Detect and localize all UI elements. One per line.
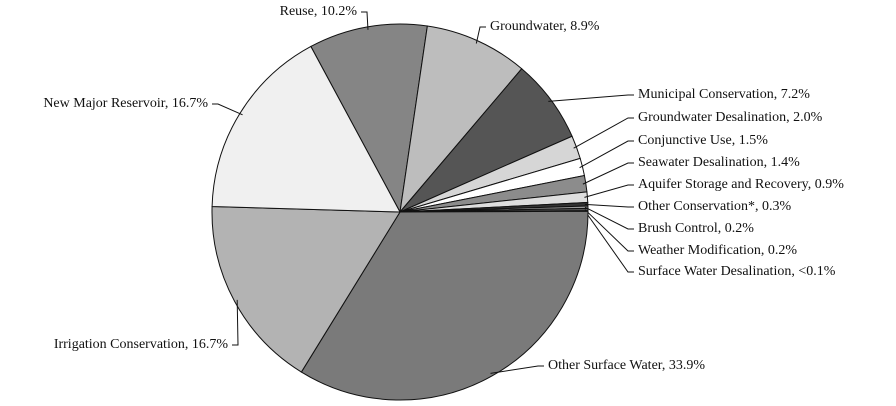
slice-label: Groundwater, 8.9% [490,19,600,34]
slice-label: Municipal Conservation, 7.2% [638,87,810,102]
leader-line [584,210,634,273]
leader-line [232,299,239,346]
slice-label: Reuse, 10.2% [280,4,358,19]
leader-line [212,103,243,116]
leader-line [548,94,634,102]
leader-line [475,26,486,44]
slice-label: Other Surface Water, 33.9% [548,358,705,373]
slice-label: Weather Modification, 0.2% [638,243,797,258]
slice-label: Aquifer Storage and Recovery, 0.9% [638,177,844,192]
leader-line [584,209,634,252]
leader-line [361,11,369,30]
slice-label: New Major Reservoir, 16.7% [43,96,208,111]
leader-line [573,117,634,149]
pie-slice [300,210,589,401]
pie-slice [211,206,401,373]
leader-line [582,162,634,185]
slice-label: Groundwater Desalination, 2.0% [638,110,823,125]
slice-label: Surface Water Desalination, <0.1% [638,264,836,279]
leader-line [584,203,634,208]
slice-label: Conjunctive Use, 1.5% [638,133,768,148]
slice-label: Irrigation Conservation, 16.7% [54,337,229,352]
slice-label: Other Conservation*, 0.3% [638,199,792,214]
leader-line [579,140,634,169]
leader-line [490,365,544,374]
leader-line [584,184,634,198]
slice-label: Brush Control, 0.2% [638,221,754,236]
slice-label: Seawater Desalination, 1.4% [638,155,800,170]
leader-line [584,206,634,230]
pie-slice [399,25,523,214]
